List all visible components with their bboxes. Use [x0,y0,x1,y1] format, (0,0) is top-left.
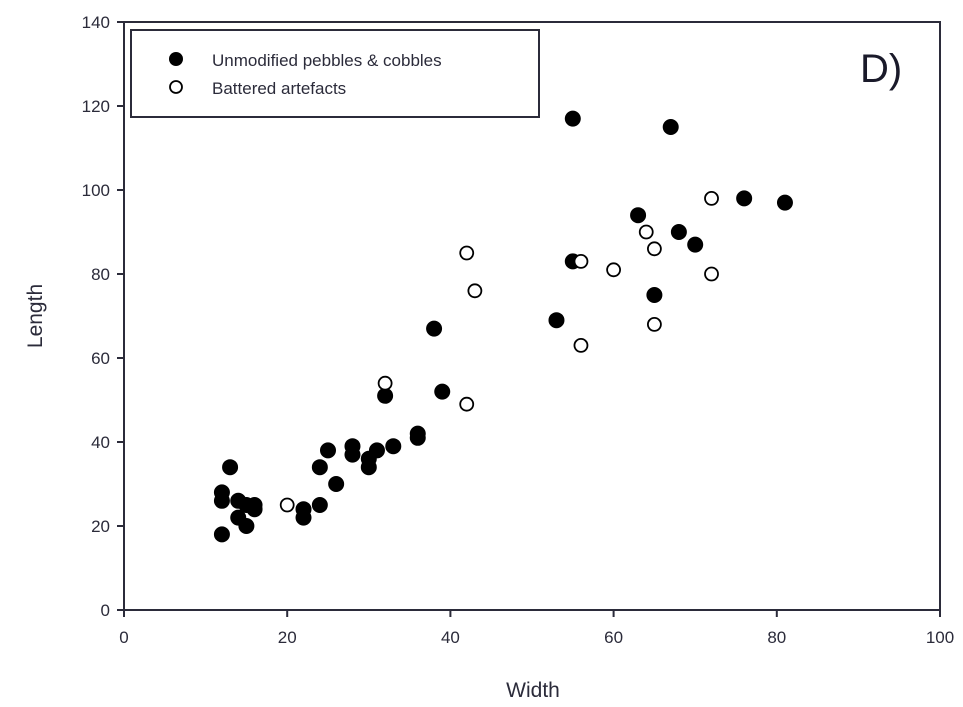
point-unmodified [320,442,336,459]
point-unmodified [670,224,687,240]
point-unmodified [311,459,328,476]
x-tick-label: 60 [604,628,623,647]
y-axis-title: Length [24,284,47,348]
point-battered [606,262,621,278]
x-tick-label: 20 [278,628,297,647]
point-unmodified [548,312,565,329]
point-unmodified [630,207,647,224]
point-unmodified [564,110,581,127]
legend-marker-open [169,80,183,94]
x-tick-label: 80 [767,628,786,647]
y-tick-label: 140 [82,13,110,32]
point-battered [638,224,654,240]
legend-label-battered: Battered artefacts [212,79,346,98]
point-unmodified [776,194,793,211]
point-battered [647,316,662,332]
panel-label: D) [860,47,902,91]
point-unmodified [213,484,230,501]
y-tick-label: 100 [82,181,110,200]
point-battered [704,190,719,206]
point-battered [573,253,589,269]
y-tick-label: 20 [91,517,110,536]
y-tick-label: 120 [82,97,110,116]
legend-label-unmodified: Unmodified pebbles & cobbles [212,51,442,70]
point-battered [459,396,475,412]
legend-box [130,29,540,118]
plot-frame [123,21,941,611]
point-unmodified [328,476,345,492]
point-unmodified [246,497,263,513]
x-tick-label: 40 [441,628,460,647]
point-unmodified [434,383,451,400]
point-unmodified [662,119,679,135]
y-tick-label: 60 [91,349,110,368]
point-unmodified [385,438,402,455]
data-points [213,110,793,543]
x-tick-label: 0 [119,628,128,647]
point-unmodified [409,425,426,442]
point-battered [459,245,475,261]
point-battered [647,241,662,257]
x-tick-label: 100 [926,628,954,647]
point-unmodified [344,438,361,455]
y-tick-label: 0 [101,601,110,620]
point-unmodified [426,320,443,337]
point-unmodified [238,518,255,534]
point-battered [279,497,295,513]
point-unmodified [311,497,328,513]
point-battered [377,375,393,391]
y-tick-label: 40 [91,433,110,452]
point-unmodified [646,287,663,303]
point-unmodified [736,190,753,207]
point-battered [704,266,719,282]
x-axis-title: Width [506,679,560,702]
y-tick-label: 80 [91,265,110,284]
point-battered [467,283,483,299]
point-unmodified [295,501,312,518]
point-battered [573,337,589,353]
legend-marker-filled [169,52,183,66]
point-unmodified [222,459,239,476]
axes: 0 20 40 60 80 100 0 20 40 60 80 100 120 140 [82,13,955,647]
point-unmodified [687,236,704,253]
point-unmodified [368,442,385,459]
legend: Unmodified pebbles & cobbles Battered ar… [130,29,540,118]
point-unmodified [213,526,230,543]
